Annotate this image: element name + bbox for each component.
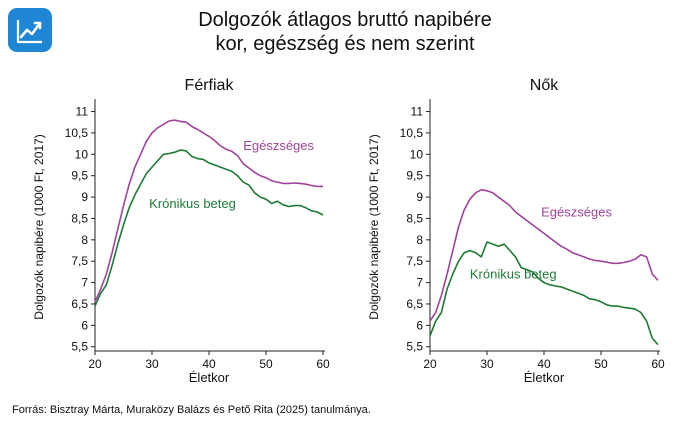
y-tick-label: 5,5 [71,340,88,354]
y-tick-label: 6,5 [406,297,423,311]
panel-title: Nők [530,77,559,94]
title-line-2: kor, egészség és nem szerint [215,33,475,55]
y-tick-label: 6,5 [71,297,88,311]
y-tick-label: 6 [416,318,423,332]
x-tick-label: 60 [651,357,665,371]
series-line-healthy [94,119,323,303]
series-line-chronic [94,149,324,307]
y-tick-label: 10,5 [65,126,89,140]
y-tick-label: 7 [81,276,88,290]
series-line-chronic [429,241,659,346]
x-tick-label: 30 [480,357,494,371]
y-tick-label: 9,5 [71,169,88,183]
x-tick-label: 40 [202,357,216,371]
series-line-healthy [429,189,659,322]
page-title: Dolgozók átlagos bruttó napibére kor, eg… [0,8,690,56]
logo [8,8,52,52]
y-tick-label: 7,5 [406,254,423,268]
x-tick-label: 60 [316,357,330,371]
x-tick-label: 30 [145,357,159,371]
series-label-chronic: Krónikus beteg [470,266,557,281]
y-tick-label: 8 [416,233,423,247]
series-label-chronic: Krónikus beteg [149,196,236,211]
x-tick-label: 40 [537,357,551,371]
y-tick-label: 8,5 [71,211,88,225]
y-tick-label: 8 [81,233,88,247]
y-tick-label: 10,5 [400,126,424,140]
y-tick-label: 5,5 [406,340,423,354]
x-tick-label: 50 [259,357,273,371]
y-tick-label: 11 [411,105,424,119]
y-tick-label: 10 [410,147,424,161]
x-axis-label: Életkor [189,370,230,385]
source-note: Forrás: Bisztray Márta, Muraközy Balázs … [12,404,371,416]
x-tick-label: 20 [423,357,437,371]
x-axis-label: Életkor [524,370,565,385]
y-axis-label: Dolgozók napibére (1000 Ft, 2017) [32,134,46,319]
y-tick-label: 7 [416,276,423,290]
chart-men: Férfiak 5,5 6 6,5 7 7,5 8 8,5 9 9,5 10 10,5 11 20 30 40… [32,77,330,385]
y-axis-label: Dolgozók napibére (1000 Ft, 2017) [367,134,381,319]
panel-title: Férfiak [185,77,235,94]
x-tick-label: 20 [88,357,102,371]
title-line-1: Dolgozók átlagos bruttó napibére [198,9,492,31]
series-label-healthy: Egészséges [243,138,314,153]
y-tick-label: 8,5 [406,211,423,225]
trend-chart-icon [16,20,42,44]
x-tick-label: 50 [594,357,608,371]
y-tick-label: 6 [81,318,88,332]
chart-women: Nők 5,5 6 6,5 7 7,5 8 8,5 9 9,5 10 10,5 11 20 30 40 50 60… [367,77,665,385]
series-label-healthy: Egészséges [541,204,612,219]
y-tick-label: 11 [76,105,89,119]
y-tick-label: 9 [81,190,88,204]
y-tick-label: 10 [75,147,89,161]
y-tick-label: 9 [416,190,423,204]
y-tick-label: 7,5 [71,254,88,268]
charts-area: Férfiak 5,5 6 6,5 7 7,5 8 8,5 9 9,5 10 10,5 11 20 30 40… [0,68,690,398]
y-tick-label: 9,5 [406,169,423,183]
